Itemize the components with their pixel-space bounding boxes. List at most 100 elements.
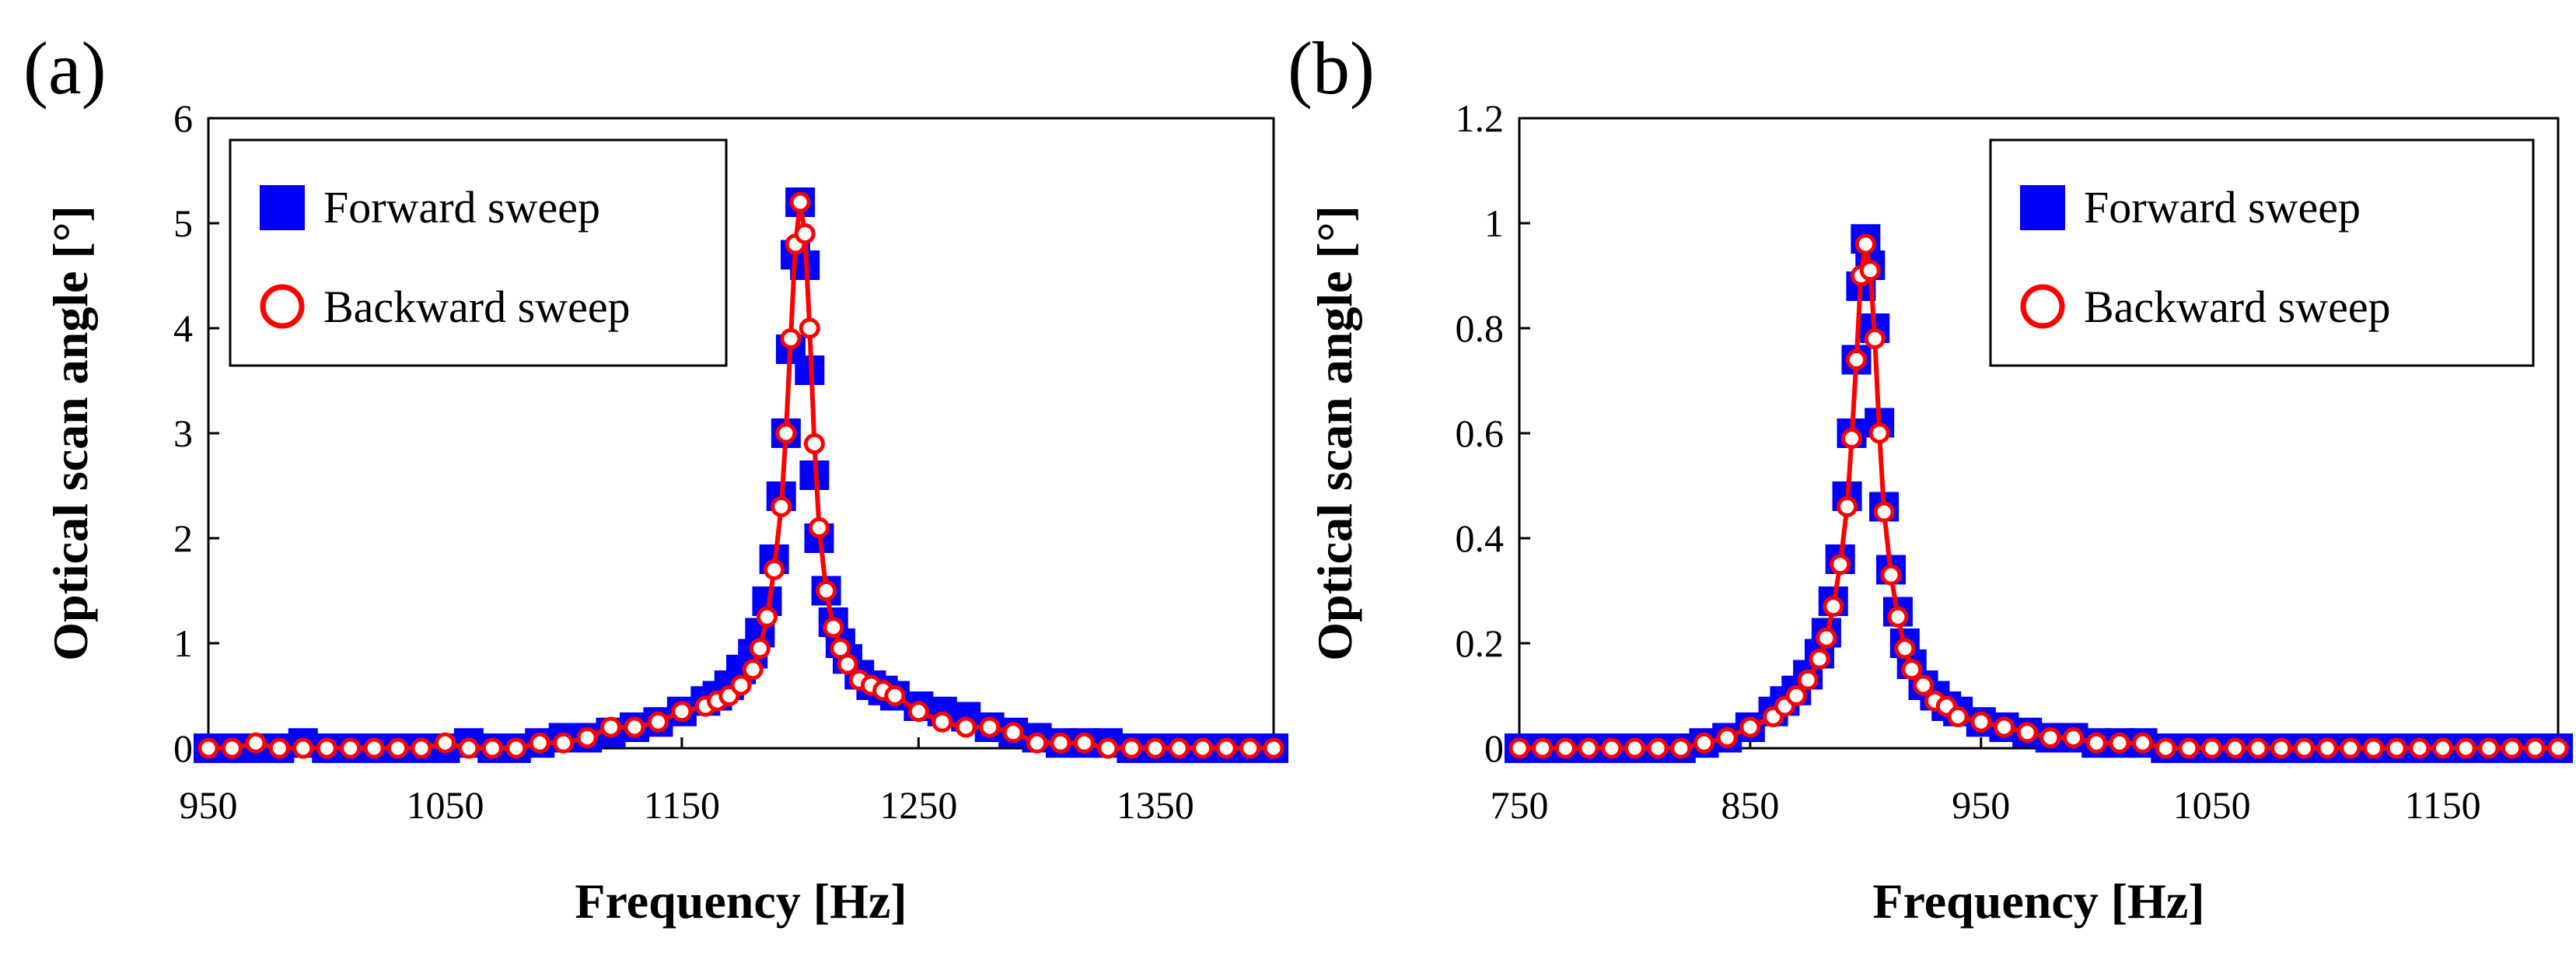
data-point-backward <box>780 328 802 349</box>
legend-marker-forward <box>2020 185 2065 230</box>
series-backward-sweep <box>1508 233 2569 759</box>
data-point-backward <box>2340 737 2361 759</box>
data-point-backward <box>529 732 551 754</box>
data-point-backward <box>1716 727 1738 748</box>
data-point-backward <box>2224 737 2246 759</box>
data-point-backward <box>2362 737 2384 759</box>
y-tick-label: 1 <box>173 621 193 665</box>
data-point-backward <box>576 727 598 748</box>
data-point-backward <box>340 737 362 759</box>
legend-box <box>229 138 728 367</box>
data-point-backward <box>1797 669 1819 691</box>
data-point-backward <box>1263 737 1285 759</box>
data-point-backward <box>816 580 837 601</box>
x-tick-label: 950 <box>1952 783 2010 827</box>
x-axis-label: Frequency [Hz] <box>575 873 907 929</box>
data-point-backward <box>2109 732 2130 754</box>
data-point-backward <box>764 559 785 580</box>
data-point-backward <box>2247 737 2269 759</box>
data-point-backward <box>749 638 771 660</box>
legend: Forward sweep Backward sweep <box>229 138 728 367</box>
data-point-backward <box>458 737 480 759</box>
y-tick-label: 0.8 <box>1456 306 1505 350</box>
data-point-backward <box>1913 674 1935 696</box>
data-point-backward <box>1880 564 1902 586</box>
y-tick-label: 2 <box>173 516 193 560</box>
data-point-backward <box>2547 737 2569 759</box>
data-point-backward <box>1532 737 1554 759</box>
data-point-backward <box>1887 606 1909 628</box>
data-point-backward <box>2155 737 2176 759</box>
data-point-backward <box>245 732 267 754</box>
data-point-backward <box>2178 737 2200 759</box>
panel-label: (a) <box>23 26 107 110</box>
data-point-backward <box>1785 685 1807 706</box>
y-axis-label: Optical scan angle [°] <box>43 205 98 661</box>
data-point-backward <box>794 223 816 244</box>
data-point-backward <box>789 191 811 213</box>
legend-marker-backward <box>260 284 305 329</box>
legend-box <box>1989 138 2535 367</box>
data-point-backward <box>1693 732 1715 754</box>
legend-label-forward: Forward sweep <box>2084 182 2361 233</box>
data-point-backward <box>1873 501 1895 523</box>
data-point-backward <box>2316 737 2338 759</box>
y-tick-label: 0.4 <box>1456 516 1505 560</box>
data-point-backward <box>1739 716 1761 738</box>
data-point-backward <box>2432 737 2454 759</box>
data-point-backward <box>2039 727 2061 748</box>
data-point-backward <box>907 701 929 723</box>
data-point-backward <box>2016 722 2038 744</box>
y-tick-label: 0.6 <box>1456 411 1505 455</box>
y-tick-label: 0 <box>173 726 193 770</box>
data-point-backward <box>837 653 858 675</box>
y-axis-label: Optical scan angle [°] <box>1307 205 1362 661</box>
data-point-backward <box>808 517 830 538</box>
y-tick-label: 5 <box>173 201 193 245</box>
data-point-backward <box>1508 737 1530 759</box>
data-point-backward <box>931 711 953 733</box>
data-point-backward <box>2501 737 2523 759</box>
x-tick-label: 950 <box>180 783 238 827</box>
x-tick-label: 1050 <box>2173 783 2251 827</box>
data-point-backward <box>2524 737 2546 759</box>
data-point-backward <box>1026 732 1048 754</box>
data-point-backward <box>1823 596 1844 618</box>
x-tick-label: 750 <box>1491 783 1549 827</box>
data-point-backward <box>434 732 456 754</box>
data-point-backward <box>1894 638 1916 660</box>
y-tick-label: 0 <box>1484 726 1504 770</box>
data-point-backward <box>624 716 645 738</box>
data-point-backward <box>1578 737 1599 759</box>
data-point-backward <box>1168 737 1190 759</box>
x-tick-label: 1150 <box>2404 783 2480 827</box>
y-tick-label: 1.2 <box>1456 96 1505 140</box>
x-tick-label: 850 <box>1721 783 1779 827</box>
data-point-backward <box>553 732 575 754</box>
data-point-backward <box>2293 737 2315 759</box>
data-point-backward <box>1120 737 1142 759</box>
data-point-backward <box>1947 706 1969 727</box>
data-point-backward <box>1215 737 1237 759</box>
data-point-backward <box>1670 737 1692 759</box>
data-point-backward <box>2270 737 2292 759</box>
data-point-backward <box>1647 737 1669 759</box>
data-point-backward <box>1854 233 1876 255</box>
data-point-backward <box>647 711 669 733</box>
data-point-backward <box>823 617 844 639</box>
data-point-backward <box>1816 627 1837 649</box>
data-point-backward <box>363 737 385 759</box>
data-point-backward <box>505 737 527 759</box>
data-point-backward <box>771 496 792 517</box>
data-point-backward <box>1837 496 1858 517</box>
x-tick-label: 1050 <box>406 783 484 827</box>
data-point-backward <box>1809 648 1830 670</box>
data-point-backward <box>2085 732 2107 754</box>
data-point-backward <box>1601 737 1623 759</box>
x-tick-label: 1250 <box>879 783 957 827</box>
x-axis-label: Frequency [Hz] <box>1872 873 2204 929</box>
data-point-backward <box>955 716 977 738</box>
legend-label-backward: Backward sweep <box>323 282 631 332</box>
legend-label-backward: Backward sweep <box>2084 282 2391 332</box>
